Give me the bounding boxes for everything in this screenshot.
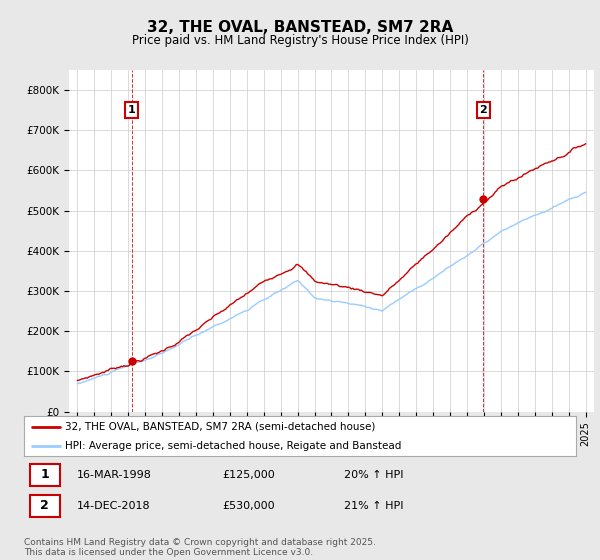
Text: £530,000: £530,000	[223, 501, 275, 511]
Text: Contains HM Land Registry data © Crown copyright and database right 2025.
This d: Contains HM Land Registry data © Crown c…	[24, 538, 376, 557]
Text: 14-DEC-2018: 14-DEC-2018	[76, 501, 150, 511]
Text: 16-MAR-1998: 16-MAR-1998	[76, 470, 151, 480]
Text: 2: 2	[40, 500, 49, 512]
Text: 20% ↑ HPI: 20% ↑ HPI	[344, 470, 404, 480]
Text: £125,000: £125,000	[223, 470, 275, 480]
Text: 1: 1	[40, 469, 49, 482]
Text: 1: 1	[128, 105, 136, 115]
Text: Price paid vs. HM Land Registry's House Price Index (HPI): Price paid vs. HM Land Registry's House …	[131, 34, 469, 46]
Text: 32, THE OVAL, BANSTEAD, SM7 2RA (semi-detached house): 32, THE OVAL, BANSTEAD, SM7 2RA (semi-de…	[65, 422, 376, 432]
Text: 21% ↑ HPI: 21% ↑ HPI	[344, 501, 404, 511]
FancyBboxPatch shape	[29, 464, 60, 486]
Text: 32, THE OVAL, BANSTEAD, SM7 2RA: 32, THE OVAL, BANSTEAD, SM7 2RA	[147, 20, 453, 35]
Text: HPI: Average price, semi-detached house, Reigate and Banstead: HPI: Average price, semi-detached house,…	[65, 441, 402, 450]
FancyBboxPatch shape	[29, 494, 60, 517]
Text: 2: 2	[479, 105, 487, 115]
